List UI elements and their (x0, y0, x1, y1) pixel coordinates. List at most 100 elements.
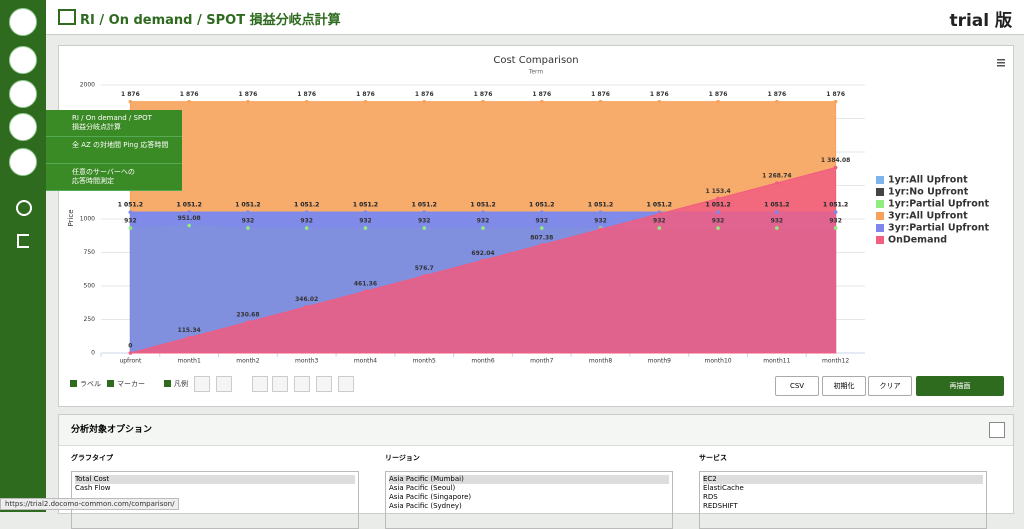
data-label: 576.7 (415, 265, 434, 272)
option-label: サービス (699, 454, 727, 462)
option-item[interactable]: Asia Pacific (Seoul) (389, 484, 456, 492)
button[interactable]: 再描画 (916, 376, 1004, 396)
data-label: 932 (653, 218, 666, 225)
checkbox[interactable] (70, 380, 77, 387)
option-list[interactable]: Asia Pacific (Mumbai) Asia Pacific (Seoul… (385, 471, 673, 529)
nav-icon[interactable] (9, 113, 37, 141)
option-list[interactable]: EC2 ElastiCache RDS REDSHIFT (699, 471, 987, 529)
chart-panel: Cost Comparison Term Price 0 250 500 750 100… (58, 45, 1014, 407)
marker (657, 226, 662, 230)
x-tick-label: month3 (295, 358, 318, 365)
nav-icon[interactable] (9, 148, 37, 176)
data-label: 1 051.2 (647, 202, 672, 209)
nav-icon[interactable] (9, 46, 37, 74)
option-item[interactable]: Asia Pacific (Sydney) (389, 502, 462, 510)
data-label: 1 153.4 (705, 188, 730, 195)
menu-text: 全 AZ の対地間 Ping 応答時間 (72, 141, 169, 149)
chart-title: Cost Comparison (493, 55, 578, 66)
data-label: 932 (418, 218, 431, 225)
option-column: リージョン Asia Pacific (Mumbai) Asia Pacific (… (385, 453, 673, 529)
marker (598, 227, 603, 232)
option-item[interactable]: EC2 (703, 475, 983, 484)
data-label: 932 (359, 218, 372, 225)
tool-icon[interactable] (194, 376, 210, 392)
marker (775, 99, 779, 104)
y-tick-label: 1000 (80, 216, 95, 223)
marker (304, 304, 309, 309)
data-label: 932 (829, 218, 842, 225)
data-label: 1 876 (650, 91, 669, 98)
option-item[interactable]: ElastiCache (703, 484, 744, 492)
data-label: 1 876 (297, 91, 316, 98)
logout-icon[interactable] (17, 234, 29, 248)
button[interactable]: CSV (775, 376, 819, 396)
option-item[interactable]: Total Cost (75, 475, 355, 484)
tool-icon[interactable] (252, 376, 268, 392)
status-url: https://trial2.docomo-common.com/compari… (0, 498, 180, 510)
tool-icon[interactable] (338, 376, 354, 392)
data-label: 1 051.2 (529, 202, 554, 209)
option-item[interactable]: Asia Pacific (Mumbai) (389, 475, 669, 484)
collapse-button[interactable] (989, 422, 1005, 438)
option-item[interactable]: Cash Flow (75, 484, 111, 492)
checkbox-label: 凡例 (174, 380, 188, 388)
legend-label: 1yr:No Upfront (888, 187, 969, 198)
logo-icon[interactable] (9, 8, 37, 36)
option-item[interactable]: REDSHIFT (703, 502, 738, 510)
data-label: 0 (128, 343, 132, 350)
legend-swatch (876, 200, 884, 208)
tool-icon[interactable] (272, 376, 288, 392)
marker (481, 99, 485, 104)
marker (304, 226, 309, 230)
help-icon[interactable] (16, 200, 32, 216)
x-tick-label: month5 (413, 358, 436, 365)
marker (304, 99, 309, 104)
data-label: 1 051.2 (588, 202, 613, 209)
data-label: 1 876 (826, 91, 845, 98)
marker (833, 226, 838, 230)
x-tick-label: upfront (119, 358, 142, 365)
data-label: 1 051.2 (470, 202, 495, 209)
menu-item[interactable]: 全 AZ の対地間 Ping 応答時間 (46, 137, 182, 164)
checkbox[interactable] (107, 380, 114, 387)
header: RI / On demand / SPOT 損益分岐点計算 trial 版 (46, 0, 1024, 35)
option-item[interactable]: RDS (703, 493, 718, 501)
menu-icon[interactable] (997, 59, 1005, 67)
chart-subtitle: Term (528, 69, 544, 76)
menu-item[interactable]: 任意のサーバーへの 応答時間測定 (46, 164, 182, 191)
data-label: 1 051.2 (412, 202, 437, 209)
marker (363, 210, 368, 214)
tool-icon[interactable] (216, 376, 232, 392)
marker (657, 99, 662, 104)
tool-icon[interactable] (294, 376, 310, 392)
data-label: 230.68 (236, 312, 259, 319)
data-label: 1 876 (180, 91, 199, 98)
marker (363, 226, 368, 230)
button[interactable]: 初期化 (822, 376, 866, 396)
option-item[interactable]: Asia Pacific (Singapore) (389, 493, 472, 501)
marker (128, 210, 133, 214)
data-label: 807.38 (530, 234, 553, 241)
legend-label: 3yr:All Upfront (888, 211, 968, 222)
x-tick-label: month11 (763, 358, 790, 365)
marker (598, 99, 603, 104)
data-label: 1 051.2 (235, 202, 260, 209)
data-label: 1 051.2 (235, 202, 260, 209)
menu-item[interactable]: RI / On demand / SPOT 損益分岐点計算 (46, 110, 182, 137)
checkbox-label: マーカー (117, 380, 145, 388)
marker (363, 99, 368, 104)
tool-icon[interactable] (316, 376, 332, 392)
option-label: リージョン (385, 454, 420, 462)
data-label: 115.34 (178, 327, 201, 334)
chart: Cost Comparison Term Price 0 250 500 750 100… (67, 55, 1005, 365)
nav-icon[interactable] (9, 80, 37, 108)
legend-swatch (876, 176, 884, 184)
marker (187, 210, 191, 214)
marker (246, 320, 250, 324)
marker (422, 99, 427, 104)
legend-swatch (876, 188, 884, 196)
legend-swatch (876, 224, 884, 232)
checkbox[interactable] (164, 380, 171, 387)
button[interactable]: クリア (868, 376, 912, 396)
data-label: 932 (712, 218, 725, 225)
